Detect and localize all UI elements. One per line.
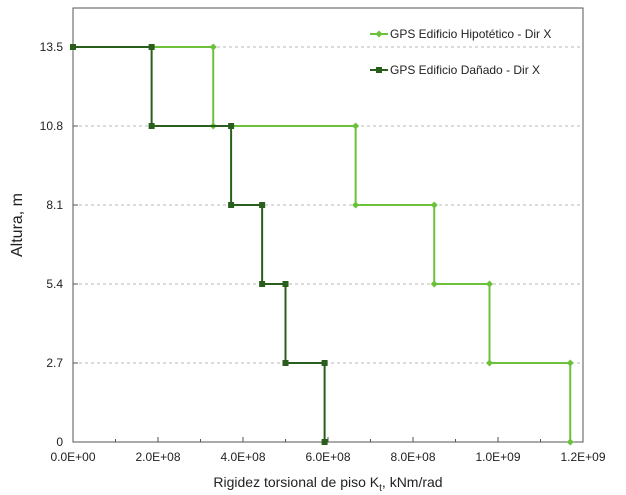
legend-item-0: GPS Edificio Hipotético - Dir X bbox=[370, 27, 551, 41]
legend-swatch-marker-0 bbox=[375, 30, 383, 38]
grid-layer bbox=[73, 46, 583, 364]
x-tick-label-6: 1.2E+09 bbox=[560, 450, 605, 464]
x-tick-label-3: 6.0E+08 bbox=[305, 450, 350, 464]
series-layer bbox=[69, 43, 574, 446]
y-tick-label-5: 13.5 bbox=[40, 40, 64, 54]
series-1-point-5 bbox=[259, 202, 266, 208]
x-axis-title: Rigidez torsional de piso Kt, kNm/rad bbox=[213, 474, 442, 494]
series-1-point-6 bbox=[228, 202, 235, 208]
series-0-point-5 bbox=[430, 201, 438, 209]
series-0-point-1 bbox=[566, 359, 574, 367]
series-0-point-2 bbox=[486, 359, 493, 367]
y-tick-label-1: 2.7 bbox=[46, 356, 63, 370]
x-axis-title-main: Rigidez torsional de piso K bbox=[213, 474, 379, 490]
y-tick-label-0: 0 bbox=[56, 435, 63, 449]
legend-label-1: GPS Edificio Dañado - Dir X bbox=[390, 63, 540, 77]
legend: GPS Edificio Hipotético - Dir X GPS Edifi… bbox=[370, 27, 551, 77]
legend-item-1: GPS Edificio Dañado - Dir X bbox=[370, 63, 540, 77]
legend-label-0: GPS Edificio Hipotético - Dir X bbox=[390, 27, 551, 41]
series-0-point-4 bbox=[430, 280, 438, 288]
y-tick-label-3: 8.1 bbox=[46, 198, 63, 212]
series-0-line bbox=[73, 46, 572, 442]
series-0-point-9 bbox=[209, 43, 217, 51]
y-tick-label-2: 5.4 bbox=[46, 277, 63, 291]
series-1 bbox=[70, 44, 328, 445]
series-0 bbox=[69, 43, 574, 446]
x-tick-label-2: 4.0E+08 bbox=[220, 450, 265, 464]
series-1-point-2 bbox=[282, 360, 289, 366]
series-1-point-1 bbox=[321, 360, 328, 366]
x-tick-label-1: 2.0E+08 bbox=[135, 450, 180, 464]
series-0-point-6 bbox=[352, 201, 360, 209]
series-1-point-10 bbox=[70, 44, 76, 50]
series-1-point-8 bbox=[148, 123, 155, 129]
x-tick-label-4: 8.0E+08 bbox=[390, 450, 435, 464]
series-1-point-3 bbox=[282, 281, 289, 287]
legend-swatch-marker-1 bbox=[376, 67, 382, 73]
series-0-point-7 bbox=[352, 122, 360, 130]
series-0-point-0 bbox=[566, 438, 574, 446]
series-1-point-7 bbox=[228, 123, 235, 129]
series-0-point-3 bbox=[486, 280, 493, 288]
x-tick-label-5: 1.0E+09 bbox=[475, 450, 520, 464]
x-axis-title-unit: , kNm/rad bbox=[382, 474, 443, 490]
x-axis-title-subscript: t bbox=[379, 483, 382, 494]
series-1-point-4 bbox=[259, 281, 266, 287]
series-1-point-0 bbox=[321, 439, 328, 445]
y-tick-label-4: 10.8 bbox=[40, 119, 64, 133]
labels-layer: 0.0E+00 2.0E+08 4.0E+08 6.0E+08 8.0E+08 1.0E+… bbox=[40, 40, 606, 464]
series-1-point-9 bbox=[148, 44, 155, 50]
series-1-line bbox=[73, 46, 326, 442]
x-tick-label-0: 0.0E+00 bbox=[50, 450, 95, 464]
y-axis-title: Altura, m bbox=[9, 193, 26, 257]
